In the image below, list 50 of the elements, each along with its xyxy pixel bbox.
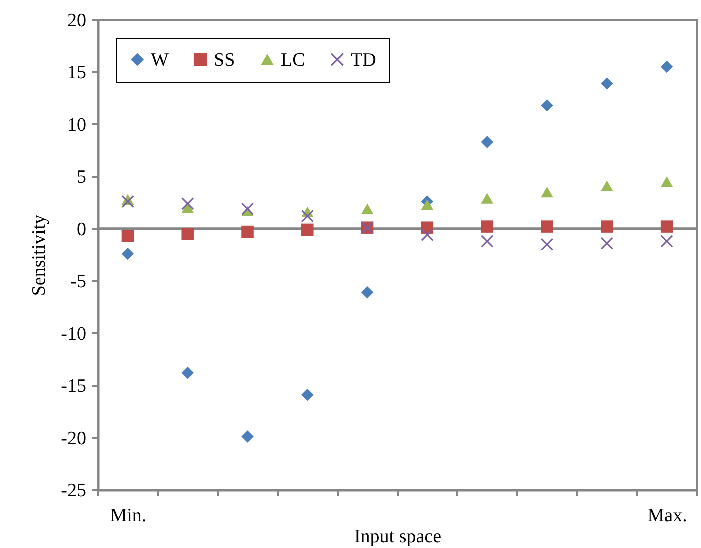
x-axis-title: Input space (354, 526, 442, 548)
y-tick-label: -5 (70, 272, 86, 293)
y-tick-label: 15 (68, 62, 86, 84)
x-tick-label: Min. (110, 506, 147, 526)
point (302, 210, 314, 222)
point (122, 248, 134, 260)
point (481, 136, 494, 148)
point (302, 224, 314, 236)
point (421, 200, 434, 210)
point (242, 226, 254, 238)
point (541, 100, 554, 112)
y-tick-label: -10 (61, 324, 86, 345)
point (481, 193, 494, 204)
point (421, 229, 434, 242)
point (182, 228, 194, 240)
point (481, 220, 494, 233)
y-tick-label: 5 (77, 167, 86, 188)
point (601, 220, 614, 233)
legend-label: W (151, 50, 169, 71)
point (601, 78, 614, 90)
point (541, 220, 554, 233)
point (302, 388, 314, 402)
y-tick-label: -20 (61, 428, 86, 450)
point (601, 180, 614, 192)
point (601, 237, 614, 250)
legend-label: SS (214, 50, 236, 71)
y-tick-label: -15 (61, 376, 86, 398)
point (122, 196, 134, 208)
point (660, 60, 674, 74)
point (182, 198, 194, 210)
point (361, 286, 374, 299)
point (182, 366, 194, 380)
x-tick-label: Max. (648, 506, 688, 526)
point (541, 187, 554, 198)
y-tick-label: -25 (61, 480, 86, 502)
y-tick-label: 20 (68, 10, 86, 32)
point (242, 202, 254, 216)
point (541, 238, 554, 251)
point (242, 430, 254, 443)
legend-label: LC (281, 50, 306, 71)
point (481, 235, 494, 248)
point (660, 220, 674, 233)
point (660, 176, 674, 188)
y-axis-title: Sensitivity (29, 214, 50, 296)
y-tick-label: 0 (77, 219, 86, 240)
point (122, 230, 134, 242)
legend-label: TD (351, 50, 376, 71)
y-tick-label: 10 (68, 114, 86, 136)
point (361, 204, 374, 214)
point (660, 235, 674, 248)
